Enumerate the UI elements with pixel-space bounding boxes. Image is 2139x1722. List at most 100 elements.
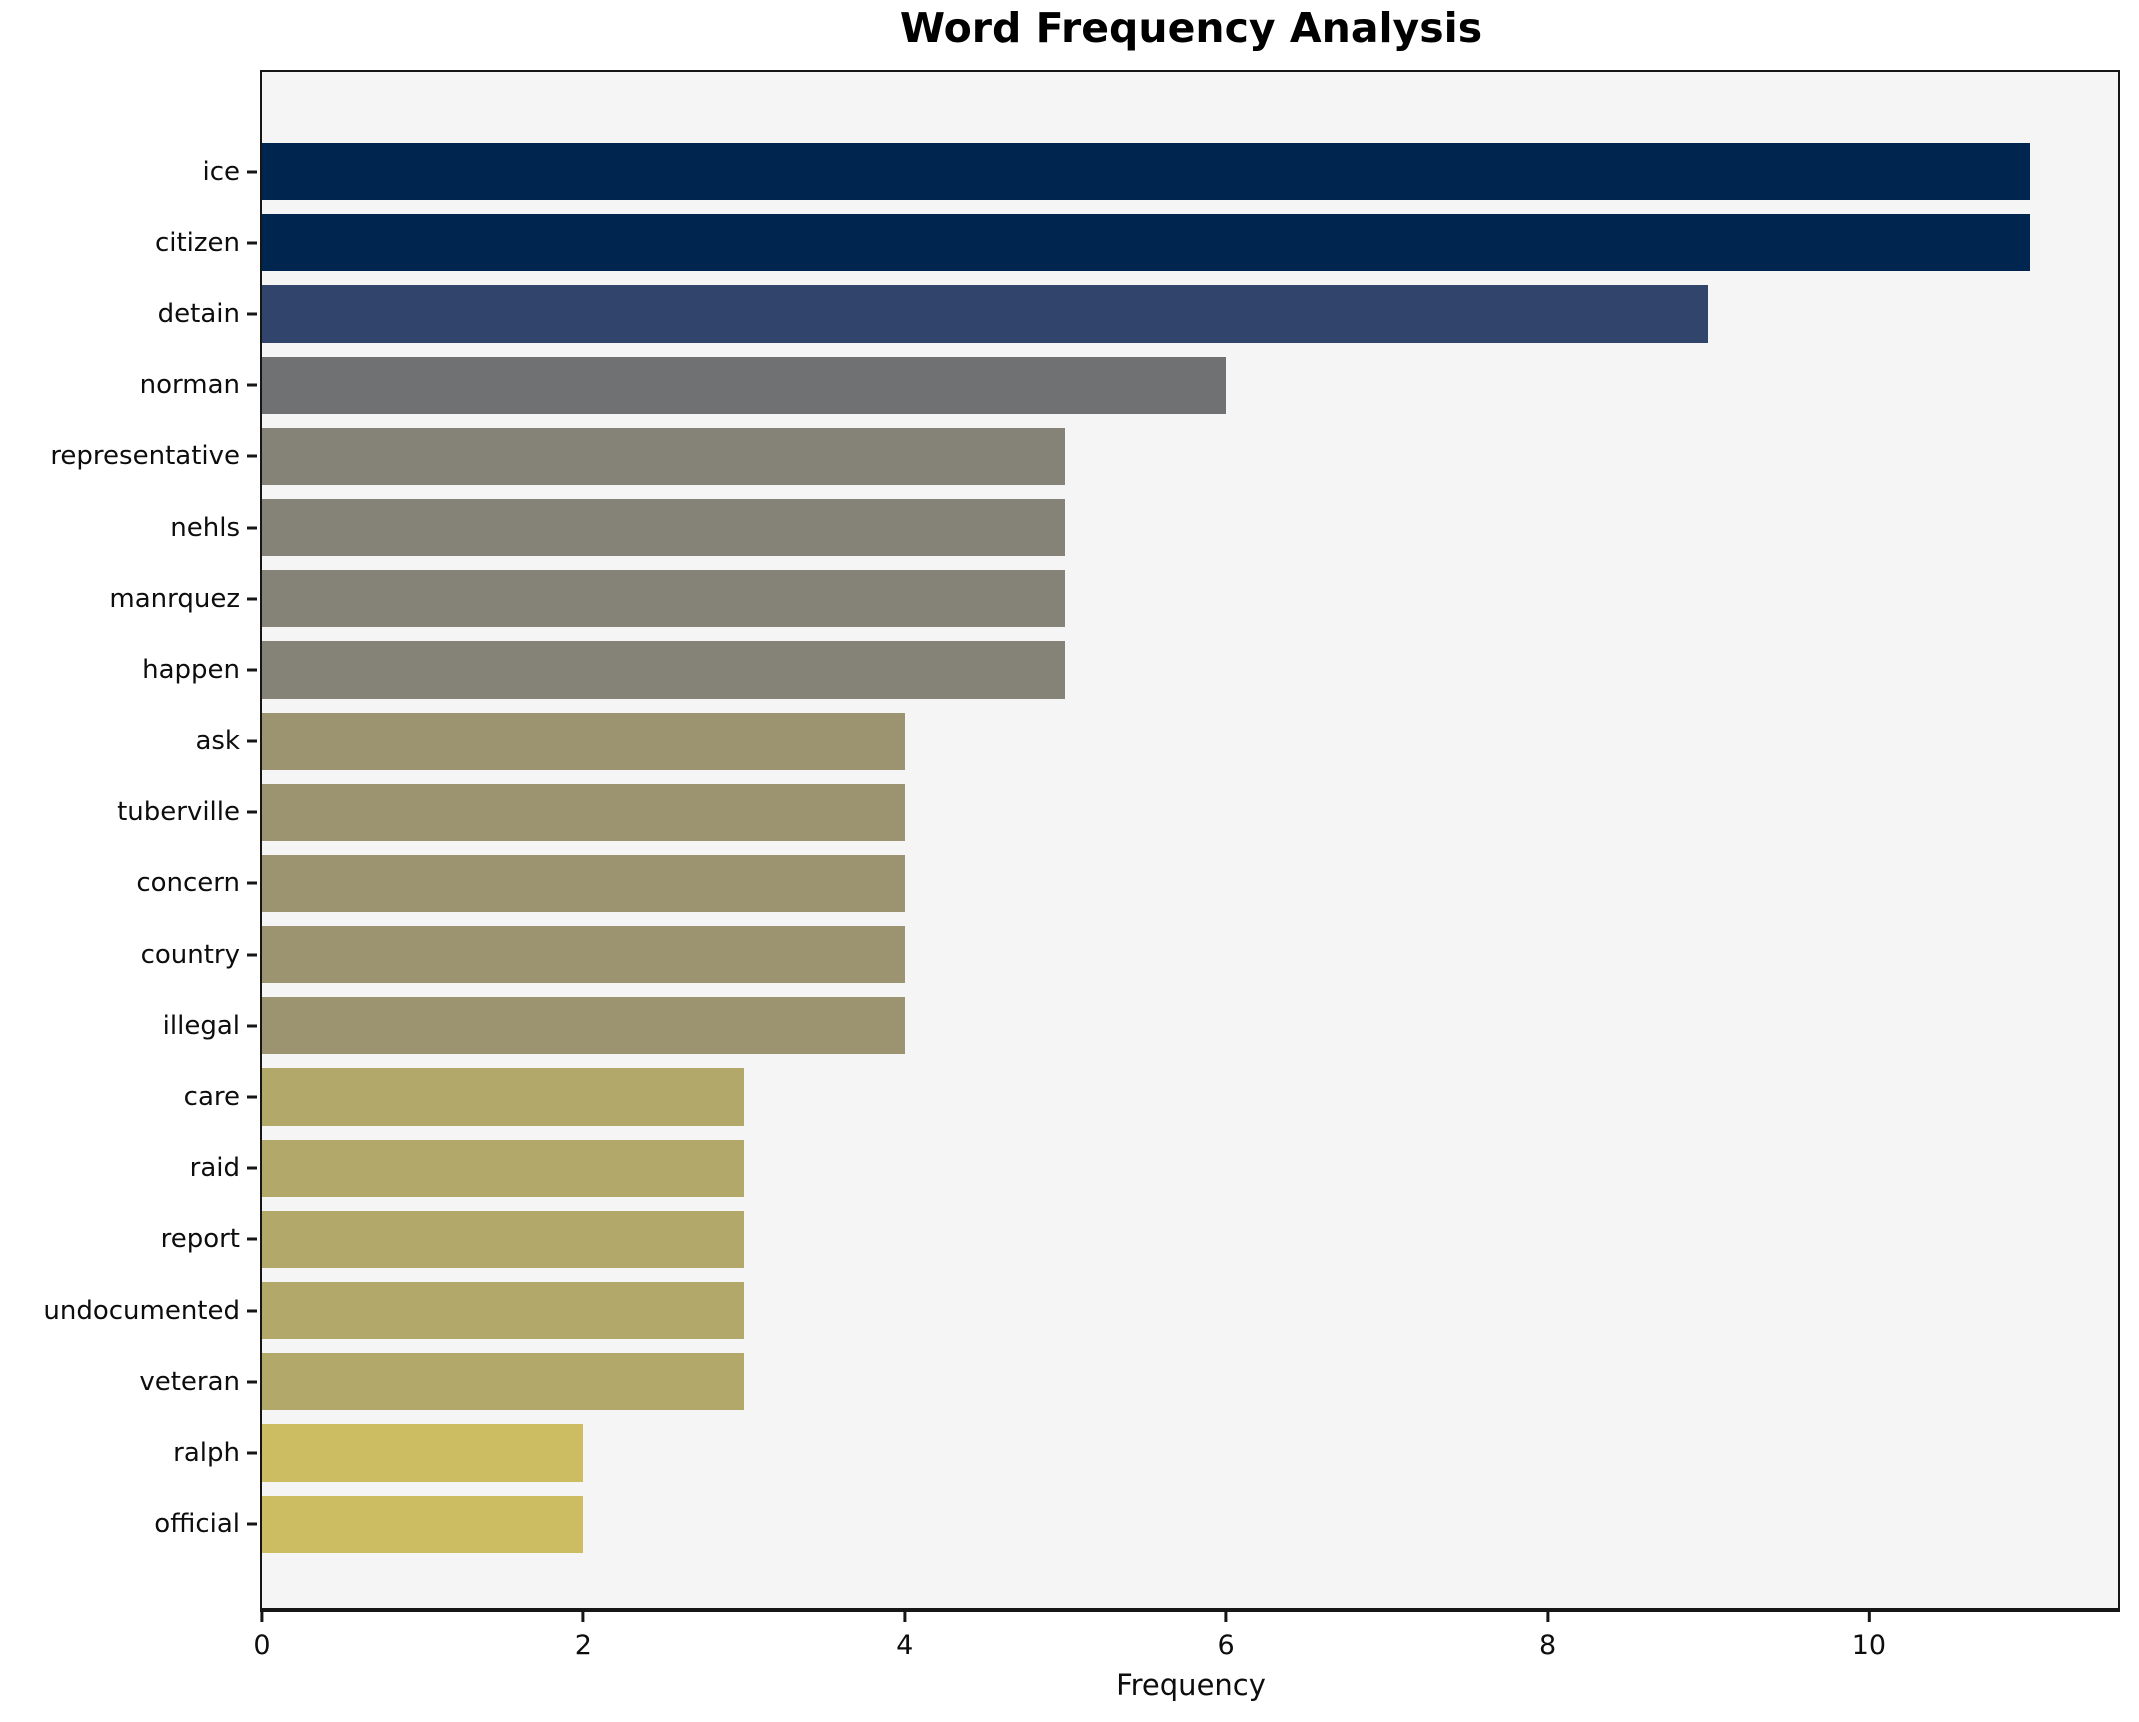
bars: ice citizen detain norman representative nehl… — [43, 72, 2118, 1608]
x-tick-mark — [581, 1612, 585, 1622]
y-tick-mark — [247, 1309, 257, 1313]
bar-row: nehls — [170, 492, 2118, 563]
chart-title: Word Frequency Analysis — [899, 4, 1483, 52]
x-tick: 0 — [253, 1612, 271, 1661]
bar-happen — [262, 641, 1066, 699]
y-tick-label-manrquez: manrquez — [109, 583, 240, 614]
y-tick-mark — [247, 1095, 257, 1099]
bar-country — [262, 926, 905, 984]
bar-concern — [262, 854, 905, 913]
y-tick-label-raid: raid — [189, 1153, 240, 1184]
bar-tuberville — [262, 783, 905, 841]
bar-row: care — [184, 1061, 2118, 1132]
bar-nehls — [262, 498, 1066, 557]
bar-representative — [262, 427, 1066, 485]
x-tick-mark — [1867, 1612, 1871, 1622]
x-tick-mark — [1546, 1612, 1550, 1622]
bar-row: undocumented — [43, 1275, 2118, 1346]
bar-care — [262, 1068, 745, 1126]
y-tick-mark — [247, 526, 257, 530]
y-tick-label-veteran: veteran — [139, 1366, 240, 1397]
y-tick-mark — [247, 241, 257, 245]
x-tick-label: 8 — [1538, 1630, 1557, 1661]
y-tick-label-happen: happen — [142, 654, 240, 685]
y-tick-label-report: report — [160, 1224, 240, 1255]
bar-row: ralph — [173, 1417, 2118, 1488]
bar-row: concern — [136, 848, 2118, 919]
y-tick-label-tuberville: tuberville — [117, 797, 240, 828]
x-tick: 6 — [1218, 1612, 1235, 1661]
x-tick-mark — [903, 1612, 907, 1622]
x-tick: 4 — [896, 1612, 913, 1661]
bar-row: citizen — [155, 207, 2118, 278]
y-tick-label-ask: ask — [195, 726, 240, 757]
x-tick-label: 10 — [1851, 1630, 1887, 1661]
y-tick-mark — [247, 1451, 257, 1455]
y-tick-label-detain: detain — [157, 298, 240, 329]
y-tick-label-nehls: nehls — [170, 512, 240, 543]
bar-veteran — [262, 1353, 745, 1411]
x-tick-mark — [1224, 1612, 1228, 1622]
y-tick-mark — [247, 953, 257, 957]
bar-manrquez — [262, 570, 1066, 628]
y-tick-mark — [247, 170, 257, 174]
y-tick-mark — [247, 454, 257, 458]
bar-row: norman — [140, 350, 2118, 421]
y-tick-label-country: country — [140, 939, 240, 970]
x-axis-label: Frequency — [1116, 1668, 1266, 1702]
bar-official — [262, 1495, 584, 1553]
x-tick: 2 — [575, 1612, 592, 1661]
bar-row: happen — [142, 634, 2118, 705]
x-tick: 10 — [1852, 1612, 1886, 1661]
bar-row: manrquez — [109, 563, 2118, 634]
bar-citizen — [262, 214, 2030, 272]
y-tick-mark — [247, 881, 257, 885]
bar-row: tuberville — [117, 777, 2118, 848]
y-tick-label-representative: representative — [50, 441, 240, 472]
y-tick-label-undocumented: undocumented — [43, 1295, 240, 1326]
bar-ask — [262, 712, 905, 770]
y-tick-label-ice: ice — [202, 156, 240, 187]
bar-norman — [262, 356, 1227, 414]
y-tick-mark — [247, 597, 257, 601]
x-tick-label: 6 — [1217, 1630, 1235, 1661]
bar-report — [262, 1210, 745, 1268]
x-tick-mark — [260, 1612, 264, 1622]
bar-illegal — [262, 997, 905, 1055]
x-tick-label: 4 — [896, 1630, 914, 1661]
y-tick-label-concern: concern — [136, 868, 240, 899]
bar-row: official — [154, 1489, 2118, 1560]
plot-area: ice citizen detain norman representative nehl… — [43, 70, 2120, 1661]
bar-row: representative — [50, 421, 2118, 492]
y-tick-label-illegal: illegal — [162, 1010, 240, 1041]
y-tick-mark — [247, 1166, 257, 1170]
bar-undocumented — [262, 1282, 745, 1340]
y-tick-label-official: official — [154, 1509, 240, 1540]
y-tick-mark — [247, 668, 257, 672]
bar-row: ice — [202, 136, 2118, 207]
x-axis-ticks: 0 2 4 6 8 10 — [253, 1612, 2118, 1672]
bar-row: illegal — [163, 990, 2118, 1061]
y-tick-mark — [247, 312, 257, 316]
y-tick-label-norman: norman — [139, 370, 240, 401]
bar-ice — [262, 143, 2030, 201]
y-tick-mark — [247, 1522, 257, 1526]
bar-detain — [262, 285, 1709, 343]
x-tick-label: 2 — [574, 1630, 592, 1661]
y-tick-mark — [247, 739, 257, 743]
y-tick-mark — [247, 1237, 257, 1241]
y-tick-mark — [247, 1380, 257, 1384]
y-tick-mark — [247, 383, 257, 387]
y-tick-label-ralph: ralph — [173, 1437, 240, 1468]
y-tick-label-care: care — [183, 1082, 240, 1113]
bar-ralph — [262, 1424, 584, 1482]
bar-row: veteran — [139, 1346, 2118, 1417]
x-tick: 8 — [1539, 1612, 1556, 1661]
bar-row: report — [161, 1204, 2118, 1275]
x-tick-label: 0 — [253, 1630, 271, 1661]
bar-row: country — [141, 919, 2118, 990]
bar-raid — [262, 1139, 745, 1197]
bar-row: raid — [190, 1133, 2118, 1204]
bar-row: detain — [158, 278, 2118, 349]
